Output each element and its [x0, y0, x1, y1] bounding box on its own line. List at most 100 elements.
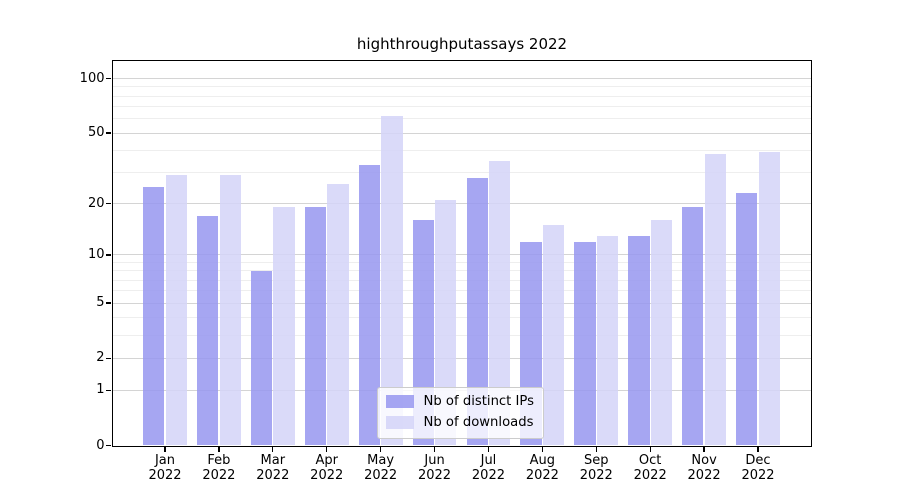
x-label-month: Nov [691, 452, 717, 468]
bar-feb-ips [197, 215, 219, 446]
y-tick-mark [105, 202, 111, 205]
x-tick-label: Oct 2022 [619, 453, 681, 484]
x-label-month: Apr [315, 452, 338, 468]
x-label-month: Feb [207, 452, 231, 468]
bar-apr-ips [304, 207, 327, 446]
bar-dec-ips [736, 192, 758, 446]
x-tick-mark [649, 447, 651, 452]
bar-jun-downloads [435, 199, 457, 446]
x-tick-mark [433, 447, 436, 452]
y-tick-label: 5 [96, 295, 105, 311]
bar-oct-downloads [650, 220, 673, 446]
bar-oct-ips [628, 235, 650, 446]
major-gridline [112, 132, 811, 134]
x-label-month: Jan [154, 452, 176, 468]
bar-jul-downloads [489, 160, 511, 446]
chart-title: highthroughputassays 2022 [356, 35, 568, 53]
legend: Nb of distinct IPs Nb of downloads [376, 386, 545, 439]
minor-gridline [112, 290, 811, 292]
x-label-year: 2022 [148, 468, 182, 483]
x-tick-mark [218, 447, 220, 452]
x-tick-mark [541, 447, 543, 452]
minor-gridline [112, 106, 811, 108]
minor-gridline [112, 261, 811, 263]
x-tick-mark [757, 447, 759, 452]
x-tick-label: Jun 2022 [404, 453, 466, 484]
y-tick-label: 50 [87, 125, 105, 140]
x-label-year: 2022 [525, 468, 559, 483]
legend-label-distinct-ips: Nb of distinct IPs [423, 393, 535, 409]
x-label-month: Jun [424, 452, 445, 468]
x-tick-label: Feb 2022 [188, 453, 250, 484]
y-tick-label: 10 [87, 246, 105, 262]
bar-mar-downloads [273, 207, 295, 446]
x-label-year: 2022 [687, 468, 721, 483]
y-tick-label: 0 [96, 437, 105, 453]
y-tick-mark [105, 78, 111, 80]
y-tick-label: 1 [96, 382, 105, 398]
x-tick-label: Mar 2022 [242, 453, 304, 484]
x-label-year: 2022 [417, 468, 452, 483]
major-gridline [112, 78, 811, 80]
x-tick-mark [326, 447, 328, 452]
x-tick-mark [164, 447, 166, 452]
minor-gridline [112, 86, 811, 88]
bar-apr-downloads [327, 183, 349, 446]
minor-gridline [112, 279, 811, 281]
legend-label-downloads: Nb of downloads [423, 414, 534, 430]
x-label-year: 2022 [741, 468, 775, 483]
legend-swatch-distinct-ips [385, 395, 414, 408]
x-tick-label: Jul 2022 [457, 453, 519, 484]
x-tick-label: Jan 2022 [134, 453, 196, 484]
bar-aug-downloads [542, 225, 565, 446]
bar-dec-downloads [758, 152, 780, 446]
minor-gridline [112, 95, 811, 97]
x-label-year: 2022 [364, 468, 398, 483]
x-tick-mark [272, 447, 274, 452]
x-tick-mark [703, 447, 705, 452]
x-tick-label: Apr 2022 [296, 453, 358, 484]
legend-swatch-downloads [385, 416, 414, 429]
y-tick-mark [105, 357, 111, 359]
bar-may-downloads [381, 116, 403, 446]
x-label-year: 2022 [256, 468, 290, 483]
bar-mar-ips [250, 270, 273, 446]
x-tick-label: May 2022 [350, 453, 412, 484]
minor-gridline [112, 118, 811, 120]
bar-nov-downloads [704, 154, 726, 446]
x-label-year: 2022 [202, 468, 236, 483]
major-gridline [112, 357, 811, 359]
x-tick-mark [487, 447, 490, 452]
bar-may-ips [358, 165, 381, 446]
y-tick-mark [105, 132, 111, 134]
minor-gridline [112, 172, 811, 174]
bar-jan-ips [143, 186, 165, 446]
x-label-month: Mar [260, 452, 286, 468]
minor-gridline [112, 334, 811, 336]
legend-entry-downloads: Nb of downloads [385, 414, 535, 431]
x-tick-label: Sep 2022 [565, 453, 627, 484]
bar-jan-downloads [165, 175, 187, 446]
x-tick-label: Nov 2022 [673, 453, 735, 484]
plot-area: Nb of distinct IPs Nb of downloads Jan 20… [80, 59, 812, 483]
x-label-year: 2022 [579, 468, 613, 483]
y-tick-mark [105, 444, 111, 447]
major-gridline [112, 254, 811, 256]
major-gridline [112, 203, 811, 205]
minor-gridline [112, 149, 811, 151]
bar-nov-ips [682, 207, 704, 446]
bar-sep-ips [574, 241, 596, 446]
x-label-year: 2022 [310, 468, 344, 483]
x-label-year: 2022 [471, 468, 505, 483]
y-tick-mark [105, 389, 111, 392]
x-label-month: Sep [584, 452, 609, 468]
x-label-month: May [367, 452, 395, 468]
major-gridline [112, 302, 811, 304]
y-tick-mark [105, 254, 111, 256]
bar-sep-downloads [596, 235, 619, 446]
x-label-year: 2022 [633, 468, 667, 483]
bar-jul-ips [466, 177, 488, 446]
minor-gridline [112, 270, 811, 272]
x-tick-label: Aug 2022 [511, 453, 573, 484]
